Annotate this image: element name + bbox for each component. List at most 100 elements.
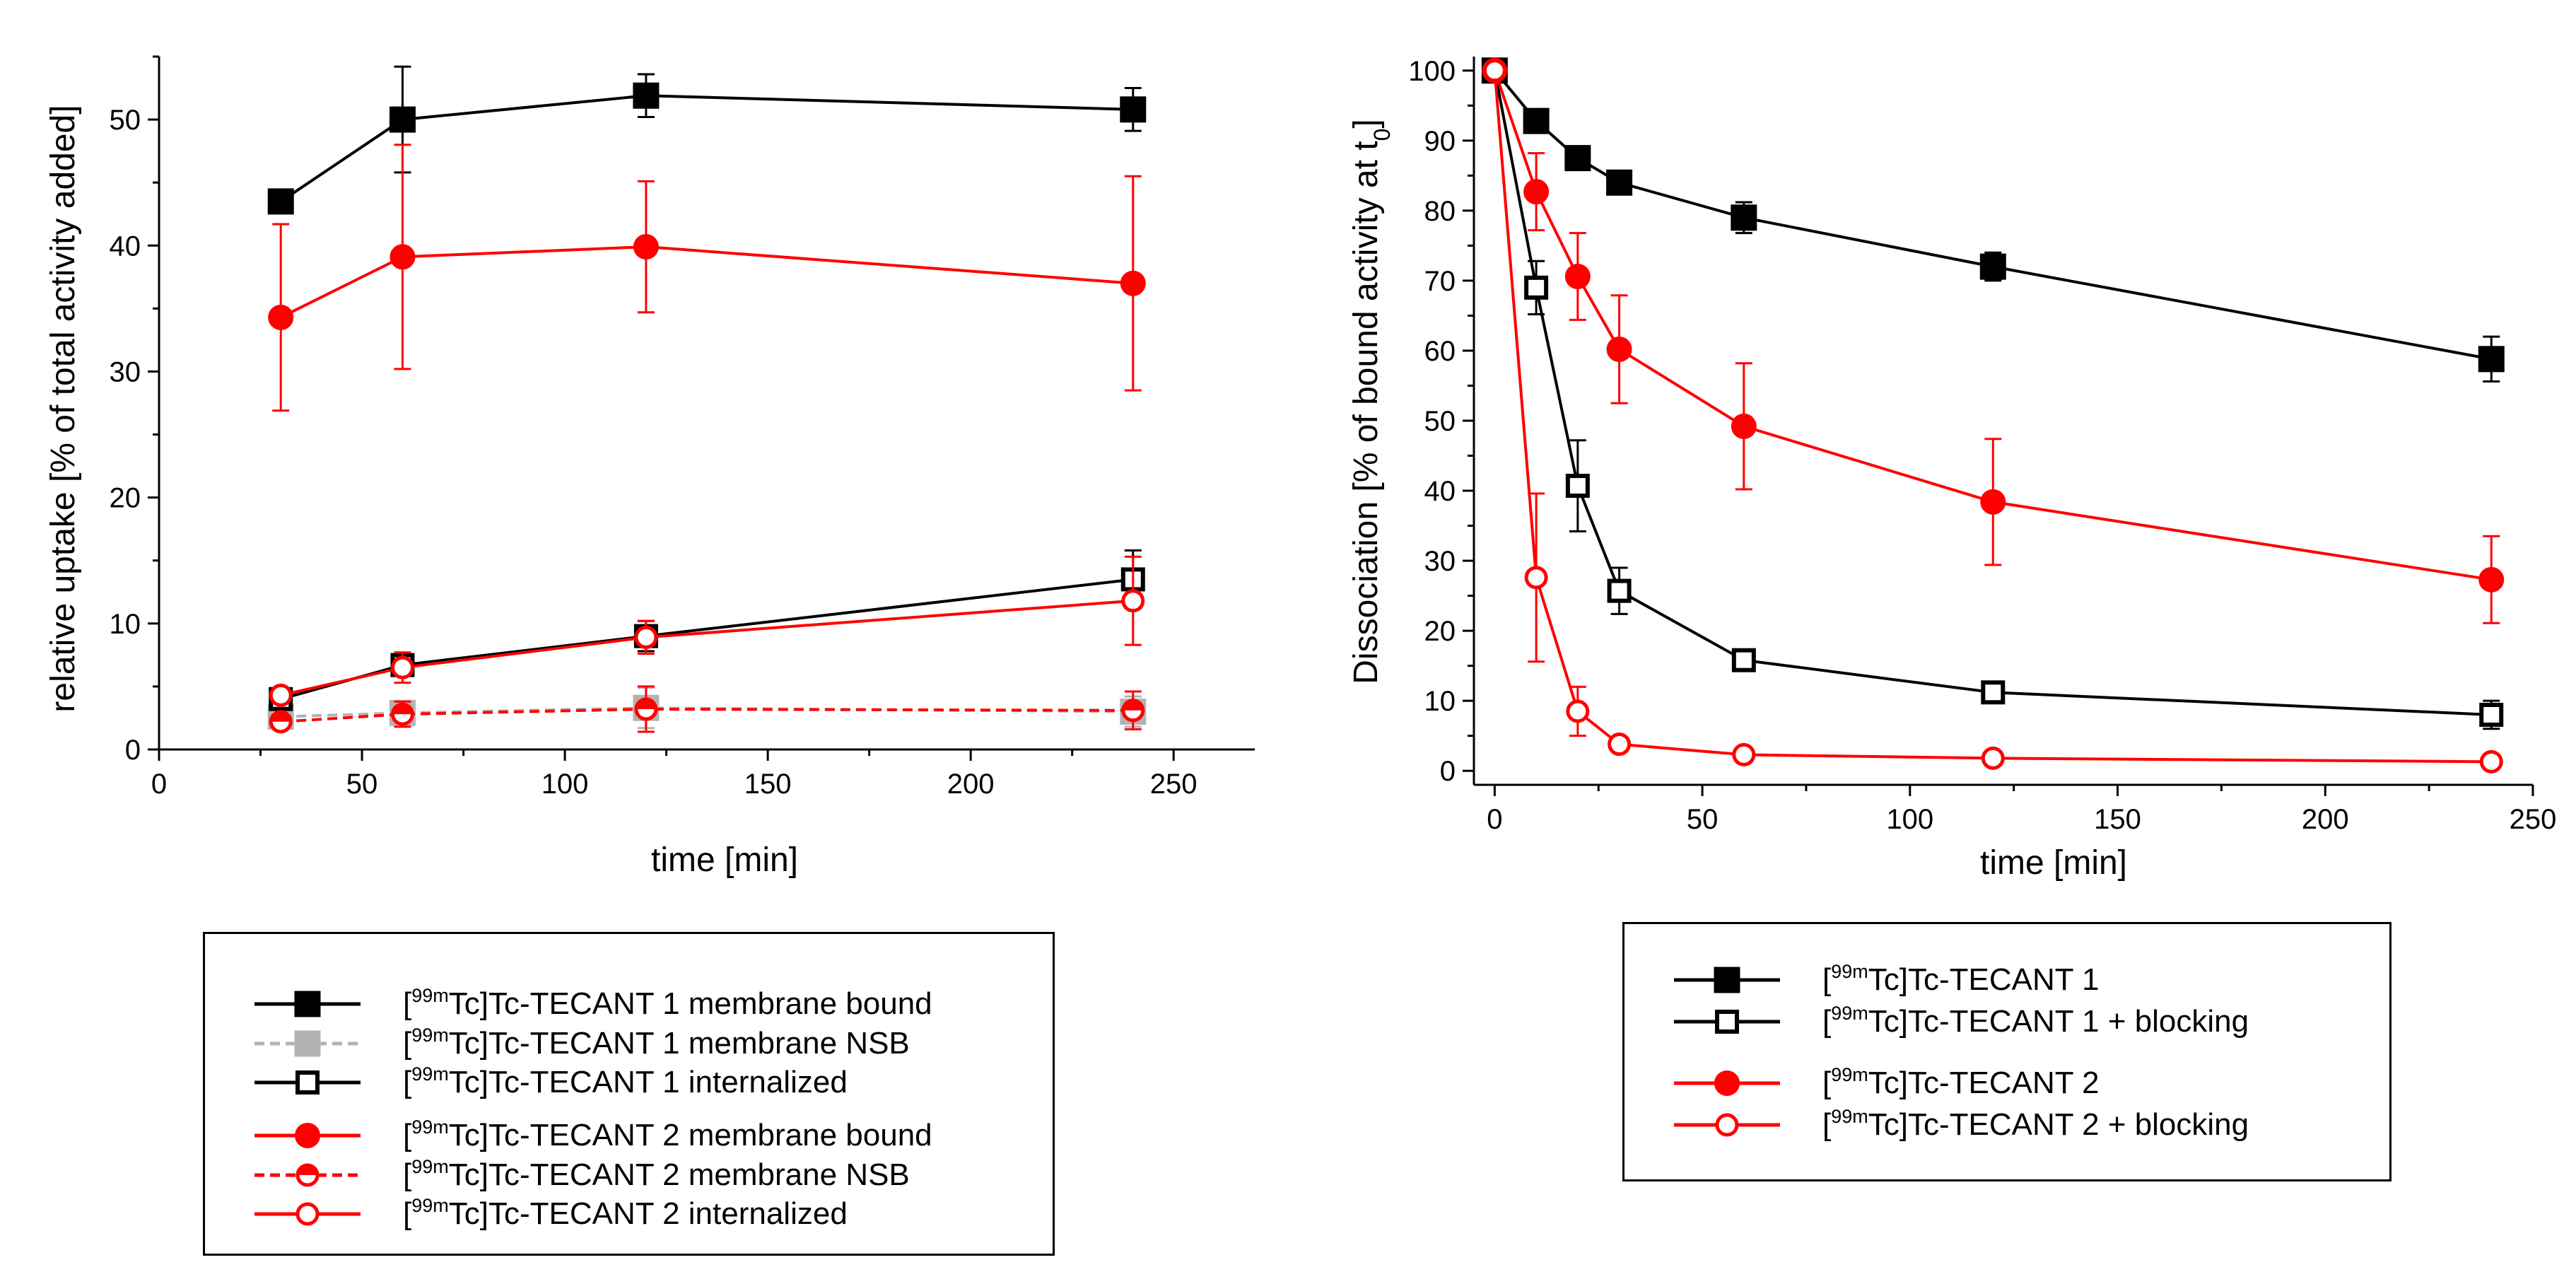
left-legend-symbol-svg xyxy=(254,991,361,1017)
right-data-point xyxy=(1524,275,1549,300)
right-y-axis-label-end: ] xyxy=(1347,119,1385,128)
left-legend-marker xyxy=(295,1202,320,1226)
left-legend-label: [99mTc]Tc-TECANT 1 internalized xyxy=(403,1065,848,1100)
left-data-point xyxy=(267,188,294,215)
left-series-line xyxy=(280,245,1133,319)
right-x-tick-label: 250 xyxy=(2510,804,2557,835)
left-x-axis-label: time [min] xyxy=(651,841,798,879)
left-data-point-fill xyxy=(1123,700,1143,711)
left-legend-symbol xyxy=(254,1155,403,1195)
left-legend: [99mTc]Tc-TECANT 1 membrane bound [99mTc]… xyxy=(203,932,1055,1256)
left-legend-symbol-svg xyxy=(254,1202,361,1226)
left-legend-marker xyxy=(295,1163,320,1187)
left-x-tick-label: 100 xyxy=(541,769,589,800)
left-axes xyxy=(158,57,1255,751)
left-x-tick-label: 50 xyxy=(346,769,378,800)
left-legend-bracket: [ xyxy=(403,986,412,1021)
right-y-tick-label: 100 xyxy=(1408,56,1456,87)
left-data-point xyxy=(390,655,414,679)
right-legend-text: Tc]Tc-TECANT 1 + blocking xyxy=(1868,1004,2249,1039)
left-legend-bracket: [ xyxy=(403,1026,412,1061)
left-legend-label: [99mTc]Tc-TECANT 1 membrane NSB xyxy=(403,1026,910,1061)
right-legend-bracket: [ xyxy=(1822,1066,1832,1100)
right-legend-text: Tc]Tc-TECANT 1 xyxy=(1868,962,2100,997)
left-series-5 xyxy=(269,555,1145,707)
left-data-point xyxy=(634,625,658,649)
right-data-point xyxy=(2479,702,2504,727)
left-data-point xyxy=(269,683,293,707)
right-data-point xyxy=(1524,566,1548,590)
right-legend-symbol xyxy=(1674,1002,1822,1041)
right-legend-symbol-svg xyxy=(1674,1010,1780,1034)
right-data-point xyxy=(1979,253,2006,280)
right-legend-text: Tc]Tc-TECANT 2 + blocking xyxy=(1868,1107,2249,1142)
right-x-tick-label: 150 xyxy=(2094,804,2141,835)
left-legend-symbol xyxy=(254,1063,403,1102)
left-uptake-chart: 0 50 100 150 200 250 0 10 20 30 40 50 time [min] re… xyxy=(45,55,1255,879)
right-y-tick-label: 20 xyxy=(1424,616,1456,647)
left-ticks: 0 50 100 150 200 250 0 10 20 30 40 50 xyxy=(110,55,1198,800)
right-data-point xyxy=(1980,489,2006,515)
left-legend-marker xyxy=(295,1123,320,1148)
left-legend-text: Tc]Tc-TECANT 2 internalized xyxy=(448,1196,848,1231)
right-series-line xyxy=(1493,69,2492,361)
right-legend-label: [99mTc]Tc-TECANT 1 xyxy=(1822,962,2100,998)
right-data-point xyxy=(1731,648,1756,672)
right-legend-label: [99mTc]Tc-TECANT 2 xyxy=(1822,1066,2100,1101)
right-y-tick-label: 50 xyxy=(1424,406,1456,437)
right-y-tick-label: 10 xyxy=(1424,686,1456,717)
left-x-tick-label: 200 xyxy=(947,769,995,800)
right-series-line xyxy=(1493,70,2492,764)
left-legend-entry: [99mTc]Tc-TECANT 1 membrane bound xyxy=(254,984,932,1024)
left-x-tick-label: 150 xyxy=(744,769,792,800)
left-legend-marker xyxy=(294,991,321,1017)
left-data-point xyxy=(1121,589,1145,613)
left-data-point xyxy=(389,106,416,133)
right-legend-symbol-svg xyxy=(1674,1113,1780,1137)
left-legend-marker xyxy=(294,1030,321,1057)
left-data-point xyxy=(268,304,294,330)
right-data-point xyxy=(1732,742,1756,766)
right-axes xyxy=(1473,57,2533,786)
left-data-point xyxy=(1120,96,1147,123)
left-data-point xyxy=(634,697,658,721)
right-x-tick-label: 100 xyxy=(1886,804,1933,835)
left-series-2 xyxy=(269,549,1145,711)
right-legend-isotope: 99m xyxy=(1831,1003,1868,1024)
right-y-axis-label: Dissociation [% of bound activity at t0] xyxy=(1347,119,1395,684)
left-legend-entry: [99mTc]Tc-TECANT 1 membrane NSB xyxy=(254,1024,910,1063)
right-legend-marker xyxy=(1715,1010,1739,1034)
left-legend-marker-fill xyxy=(298,1165,317,1175)
left-legend-symbol-svg xyxy=(254,1123,361,1148)
right-legend-entry: [99mTc]Tc-TECANT 1 xyxy=(1674,960,2100,1000)
right-legend-symbol-svg xyxy=(1674,967,1780,993)
right-legend-symbol-svg xyxy=(1674,1070,1780,1096)
left-legend-symbol xyxy=(254,984,403,1024)
left-y-tick-label: 50 xyxy=(110,105,141,136)
left-legend-symbol-svg xyxy=(254,1030,361,1057)
right-y-tick-label: 80 xyxy=(1424,196,1456,227)
right-x-tick-label: 200 xyxy=(2302,804,2349,835)
left-legend-symbol xyxy=(254,1116,403,1155)
right-x-axis-label: time [min] xyxy=(1980,844,2127,882)
right-legend-isotope: 99m xyxy=(1831,1106,1868,1127)
right-series-0 xyxy=(1481,57,2505,383)
right-legend-bracket: [ xyxy=(1822,1004,1832,1039)
left-legend-entry: [99mTc]Tc-TECANT 2 membrane bound xyxy=(254,1116,932,1155)
right-legend-entry: [99mTc]Tc-TECANT 2 xyxy=(1674,1063,2100,1103)
right-ticks: 0 50 100 150 200 250 0 10 20 30 40 50 60 70 80 90 100 xyxy=(1408,56,2556,835)
left-data-point xyxy=(633,82,660,109)
left-legend-text: Tc]Tc-TECANT 2 membrane NSB xyxy=(448,1157,910,1192)
right-data-point xyxy=(1566,699,1590,723)
right-legend-symbol xyxy=(1674,960,1822,1000)
right-data-point xyxy=(1606,336,1632,362)
left-legend-label: [99mTc]Tc-TECANT 2 internalized xyxy=(403,1196,848,1232)
right-legend-entry: [99mTc]Tc-TECANT 1 + blocking xyxy=(1674,1002,2249,1041)
left-legend-text: Tc]Tc-TECANT 1 membrane bound xyxy=(448,986,932,1021)
left-series-group xyxy=(267,65,1147,734)
left-legend-isotope: 99m xyxy=(411,985,449,1006)
right-y-tick-label: 90 xyxy=(1424,126,1456,157)
right-data-point xyxy=(2479,749,2503,774)
right-legend-label: [99mTc]Tc-TECANT 1 + blocking xyxy=(1822,1004,2249,1039)
left-y-tick-label: 40 xyxy=(110,230,141,262)
